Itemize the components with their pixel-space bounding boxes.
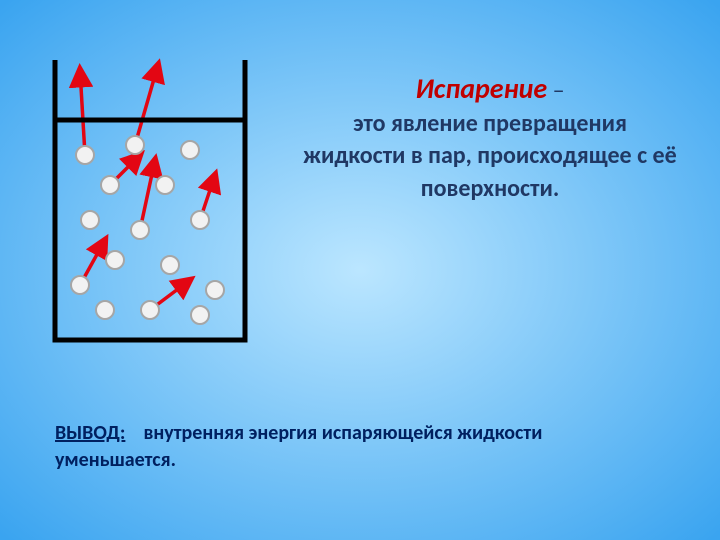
definition-body: это явление превращения жидкости в пар, … <box>303 109 676 203</box>
molecule <box>106 251 124 269</box>
molecule <box>141 301 159 319</box>
molecule <box>71 276 89 294</box>
conclusion-label: ВЫВОД: <box>55 421 125 445</box>
definition-title: Испарение <box>415 71 547 106</box>
molecule <box>181 141 199 159</box>
conclusion-block: ВЫВОД: внутренняя энергия испаряющейся ж… <box>55 420 665 474</box>
evaporation-diagram <box>50 55 250 355</box>
molecule <box>131 221 149 239</box>
definition-dash: – <box>547 76 564 105</box>
molecule <box>206 281 224 299</box>
molecule <box>76 146 94 164</box>
definition-block: Испарение – это явление превращения жидк… <box>300 70 680 205</box>
slide: Испарение – это явление превращения жидк… <box>0 0 720 540</box>
motion-arrows <box>80 65 215 310</box>
conclusion-text: внутренняя энергия испаряющейся жидкости… <box>55 421 542 472</box>
molecule <box>126 136 144 154</box>
molecule <box>156 176 174 194</box>
motion-arrow <box>135 65 158 145</box>
molecule <box>161 256 179 274</box>
molecule <box>101 176 119 194</box>
molecules <box>71 136 224 324</box>
molecule <box>191 211 209 229</box>
motion-arrow <box>140 160 155 230</box>
molecule <box>191 306 209 324</box>
motion-arrow <box>80 70 85 155</box>
molecule <box>81 211 99 229</box>
molecule <box>96 301 114 319</box>
